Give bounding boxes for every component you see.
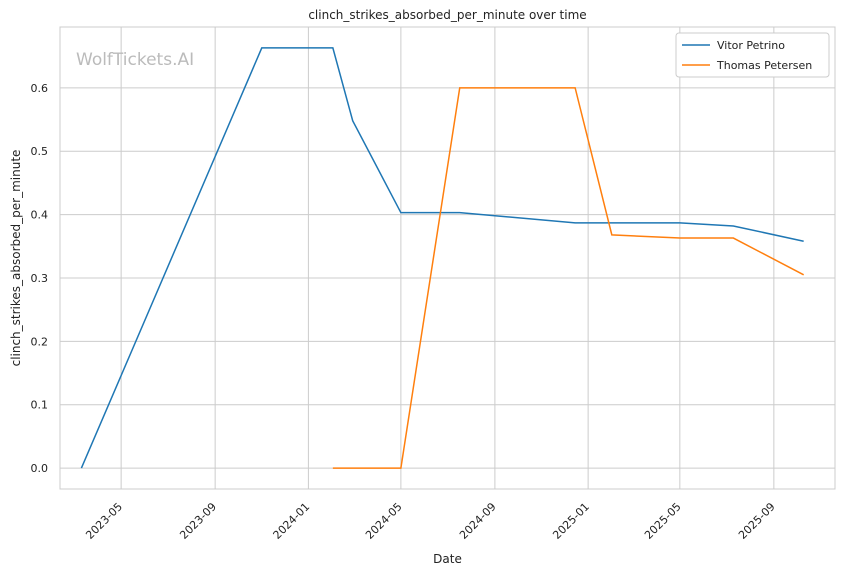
y-tick-label: 0.1	[31, 399, 49, 412]
x-tick-label: 2024-09	[457, 500, 499, 542]
x-tick-label: 2023-09	[177, 500, 219, 542]
legend-label: Thomas Petersen	[716, 59, 812, 72]
y-axis-label: clinch_strikes_absorbed_per_minute	[9, 150, 23, 367]
plot-area	[59, 26, 836, 490]
legend	[675, 32, 830, 78]
y-tick-label: 0.3	[31, 272, 49, 285]
x-tick-label: 2024-05	[363, 500, 405, 542]
x-tick-label: 2025-09	[736, 500, 778, 542]
x-tick-label: 2025-05	[642, 500, 684, 542]
legend-label: Vitor Petrino	[717, 39, 785, 52]
x-tick-label: 2024-01	[271, 500, 313, 542]
y-tick-label: 0.6	[31, 82, 49, 95]
y-tick-label: 0.5	[31, 145, 49, 158]
y-tick-label: 0.2	[31, 335, 49, 348]
watermark: WolfTickets.AI	[76, 50, 194, 70]
x-tick-label: 2023-05	[83, 500, 125, 542]
chart-title: clinch_strikes_absorbed_per_minute over …	[308, 8, 586, 22]
x-tick-label: 2025-01	[550, 500, 592, 542]
y-tick-label: 0.0	[31, 462, 49, 475]
y-tick-label: 0.4	[31, 209, 49, 222]
x-axis-label: Date	[433, 552, 462, 566]
series-line-0	[80, 47, 804, 469]
series-line-1	[332, 87, 805, 469]
